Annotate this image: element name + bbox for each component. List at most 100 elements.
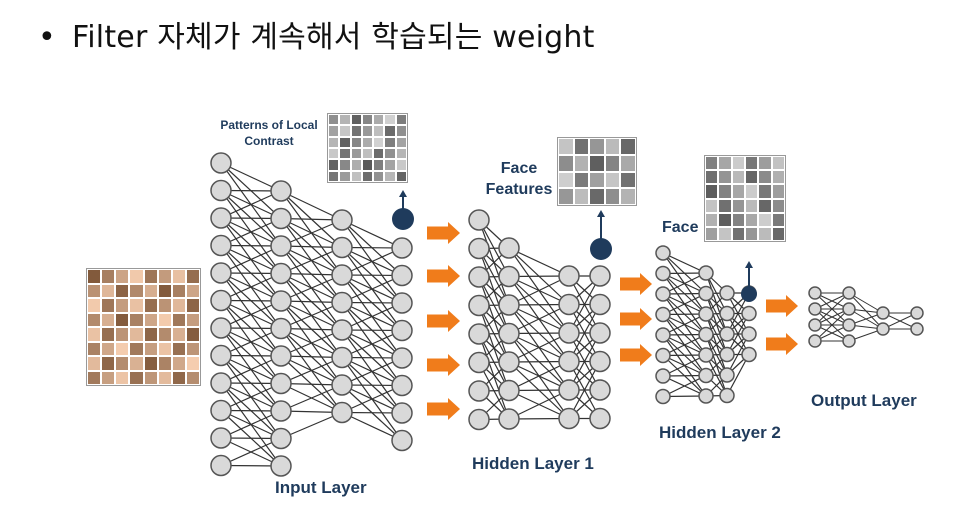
hidden2-network-node — [719, 387, 735, 404]
image-tile — [771, 212, 785, 227]
orange-flow-arrow — [620, 343, 652, 367]
image-tile — [384, 147, 396, 160]
highlighted-neuron — [392, 208, 414, 230]
image-tile — [143, 341, 158, 356]
image-tile — [361, 147, 374, 160]
hidden1-network-edge — [508, 389, 570, 420]
face-features-line-1: Face — [500, 160, 538, 177]
image-tile — [718, 170, 732, 185]
image-tile — [373, 125, 385, 137]
image-tile — [395, 147, 407, 160]
hidden2-network-node — [655, 368, 671, 384]
hidden1-network-node — [589, 265, 611, 287]
hidden1-network-node — [558, 407, 580, 430]
input-network-node — [391, 319, 413, 342]
image-tile — [558, 138, 574, 155]
hidden1-network-node — [468, 351, 490, 374]
hidden1-network-edge — [568, 361, 601, 419]
image-tile — [758, 184, 772, 199]
hidden1-network-node — [498, 322, 520, 345]
hidden1-network-node — [558, 379, 580, 401]
face-features-label: Face Features — [464, 158, 574, 200]
input-network-node — [331, 374, 353, 396]
image-tile — [384, 125, 396, 137]
image-tile — [395, 170, 407, 182]
highlighted-neuron — [590, 238, 612, 260]
image-tile — [731, 156, 745, 171]
orange-flow-arrow — [766, 332, 798, 356]
hidden1-network-edge — [508, 247, 570, 277]
input-network-node — [391, 402, 413, 424]
orange-flow-arrow — [427, 353, 460, 377]
output-network-node — [808, 318, 822, 332]
image-tile — [171, 312, 186, 327]
image-tile — [171, 327, 186, 342]
hidden1-network-node — [468, 209, 490, 231]
image-tile — [620, 188, 636, 205]
input-network-node — [391, 347, 413, 369]
image-tile — [744, 212, 759, 227]
image-tile — [705, 226, 719, 241]
input-network-node — [391, 264, 413, 287]
hidden1-network-node — [468, 294, 490, 317]
input-network-edge — [220, 190, 282, 219]
image-tile — [101, 269, 116, 284]
image-tile — [339, 170, 351, 182]
input-network-node — [331, 264, 353, 286]
image-tile — [373, 136, 385, 148]
input-network-node — [331, 209, 353, 231]
hidden1-network-node — [558, 350, 580, 373]
output-network-edge — [814, 292, 850, 326]
local-contrast-filters-image — [327, 113, 408, 183]
image-tile — [143, 312, 158, 327]
patterns-label-line-1: Patterns of Local — [220, 118, 318, 132]
image-tile — [558, 188, 574, 205]
hidden2-network-node — [741, 346, 757, 363]
image-tile — [361, 159, 374, 171]
image-tile — [589, 188, 605, 205]
input-network-node — [210, 262, 232, 284]
hidden2-network-node — [719, 346, 735, 363]
hidden2-network-node — [698, 388, 714, 404]
input-network-edge — [220, 300, 282, 329]
hidden2-network-node — [698, 326, 714, 343]
hidden2-network-node — [655, 245, 671, 261]
input-network-edge — [280, 301, 343, 330]
image-tile — [101, 283, 116, 298]
image-tile — [115, 283, 130, 298]
input-network-edge — [341, 274, 403, 304]
image-tile — [718, 184, 732, 199]
image-tile — [384, 159, 396, 171]
input-network-edge — [341, 302, 403, 331]
image-tile — [129, 327, 144, 342]
image-tile — [758, 212, 772, 227]
image-tile — [758, 156, 772, 171]
input-network-node — [331, 346, 353, 369]
face-label: Face — [662, 219, 699, 236]
image-tile — [744, 170, 759, 185]
hidden2-network-node — [655, 265, 671, 282]
image-tile — [157, 283, 172, 298]
image-tile — [373, 170, 385, 182]
face-photo-grid-image — [86, 268, 201, 386]
face-filters-image — [704, 155, 786, 242]
input-network-node — [210, 372, 232, 394]
image-tile — [361, 125, 374, 137]
input-network-edge — [341, 384, 403, 414]
hidden1-network-edge — [508, 332, 570, 363]
input-network-edge — [220, 272, 282, 302]
input-network-edge — [220, 437, 282, 467]
input-network-node — [331, 236, 353, 259]
image-tile — [87, 298, 102, 313]
hidden2-network-node — [741, 305, 757, 322]
orange-flow-arrow — [620, 307, 652, 331]
image-tile — [384, 136, 396, 148]
image-tile — [771, 170, 785, 185]
input-network-edge — [220, 245, 282, 274]
input-network-node — [270, 372, 292, 395]
feature-arrow-head — [597, 210, 605, 217]
image-tile — [101, 370, 116, 385]
output-network-edge — [814, 308, 850, 342]
image-tile — [157, 269, 172, 284]
image-tile — [705, 184, 719, 199]
